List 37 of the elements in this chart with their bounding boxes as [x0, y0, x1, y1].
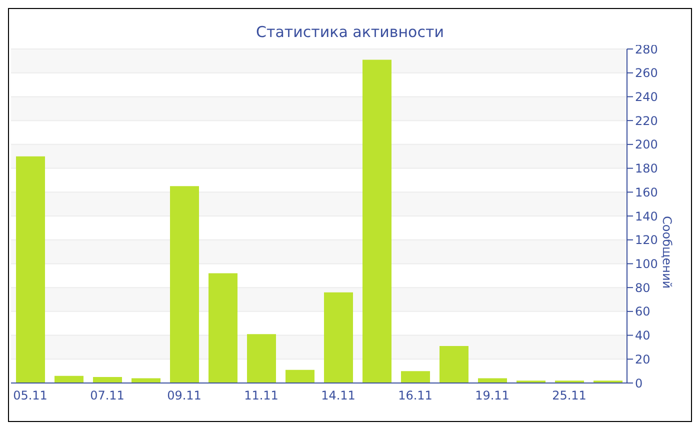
bar — [362, 60, 392, 383]
x-tick-label: 07.11 — [90, 388, 124, 403]
y-tick-label: 20 — [635, 352, 650, 366]
y-tick-label: 180 — [635, 162, 658, 176]
bar — [16, 156, 45, 383]
y-tick-label: 160 — [635, 185, 658, 200]
y-tick-label: 240 — [635, 90, 658, 104]
x-tick-label: 09.11 — [167, 388, 202, 403]
y-tick-label: 60 — [635, 304, 650, 319]
x-tick-label: 05.11 — [13, 388, 48, 403]
y-axis-title: Сообщений — [660, 216, 674, 289]
bar — [54, 376, 84, 383]
y-tick-label: 100 — [635, 256, 658, 271]
x-tick-label: 19.11 — [475, 388, 510, 403]
bar — [324, 292, 353, 383]
x-tick-label: 14.11 — [321, 388, 356, 403]
bar — [247, 334, 276, 383]
y-tick-label: 0 — [635, 376, 643, 390]
bar — [440, 346, 468, 383]
chart-title: Статистика активности — [256, 23, 444, 41]
y-tick-label: 140 — [635, 209, 658, 224]
y-tick-label: 220 — [635, 114, 658, 128]
x-tick-label: 16.11 — [398, 388, 432, 403]
y-tick-label: 200 — [635, 138, 658, 152]
bar — [478, 378, 507, 383]
bar — [401, 371, 430, 383]
bar — [208, 273, 238, 383]
y-tick-label: 80 — [635, 280, 650, 295]
y-tick-label: 120 — [635, 233, 658, 248]
y-tick-label: 40 — [635, 328, 650, 343]
bar — [93, 377, 122, 383]
x-tick-label: 25.11 — [552, 388, 586, 403]
bar — [132, 378, 160, 383]
x-tick-label: 11.11 — [244, 388, 278, 403]
y-tick-label: 260 — [635, 66, 658, 80]
bar — [286, 370, 314, 383]
bar — [170, 186, 199, 383]
